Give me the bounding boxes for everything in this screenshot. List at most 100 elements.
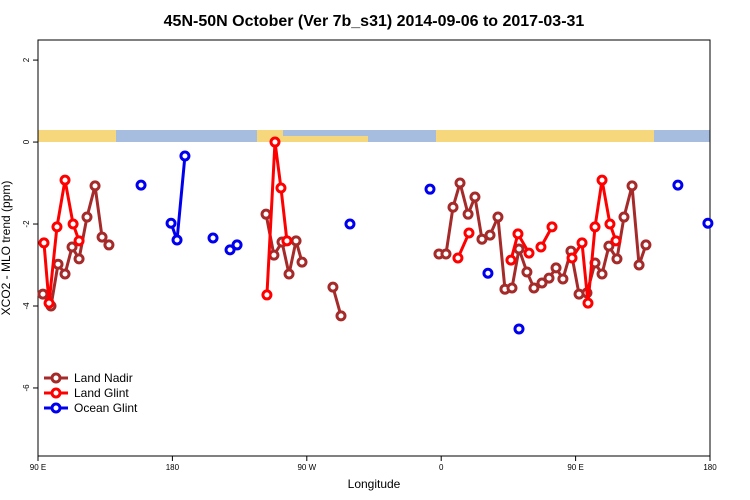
data-point <box>702 217 714 229</box>
data-point <box>38 237 50 249</box>
data-point <box>672 179 684 191</box>
data-point <box>610 235 622 247</box>
data-point <box>618 211 630 223</box>
x-axis-label: Longitude <box>348 477 401 491</box>
data-point <box>171 234 183 246</box>
data-point <box>576 237 588 249</box>
data-point <box>165 217 177 229</box>
data-point <box>327 281 339 293</box>
data-point <box>66 241 78 253</box>
data-point <box>59 268 71 280</box>
data-point <box>589 221 601 233</box>
land-strip <box>38 130 116 142</box>
data-point <box>557 273 569 285</box>
x-tick-label: 90 E <box>30 463 46 472</box>
data-point <box>512 228 524 240</box>
plot-frame <box>37 39 711 457</box>
land-band <box>38 130 710 142</box>
data-point <box>596 174 608 186</box>
data-point <box>207 232 219 244</box>
data-point <box>81 211 93 223</box>
data-point <box>283 268 295 280</box>
data-point <box>454 177 466 189</box>
x-tick-label: 90 W <box>297 463 316 472</box>
legend-label: Ocean Glint <box>74 401 138 415</box>
data-point <box>51 221 63 233</box>
data-point <box>452 252 464 264</box>
data-point <box>506 282 518 294</box>
data-point <box>604 218 616 230</box>
data-point <box>462 208 474 220</box>
data-point <box>633 259 645 271</box>
data-point <box>275 182 287 194</box>
data-point <box>52 258 64 270</box>
x-tick-label: 0 <box>439 463 444 472</box>
data-point <box>523 247 535 259</box>
data-point <box>335 310 347 322</box>
series-line <box>41 177 648 317</box>
y-axis-label: XCO2 - MLO trend (ppm) <box>0 181 13 316</box>
data-point <box>543 272 555 284</box>
data-point <box>469 191 481 203</box>
legend-marker <box>50 402 62 414</box>
data-point <box>89 180 101 192</box>
data-point <box>179 150 191 162</box>
data-point <box>261 289 273 301</box>
data-point <box>482 267 494 279</box>
data-point <box>582 297 594 309</box>
data-point <box>447 201 459 213</box>
y-tick-label: 0 <box>22 139 31 144</box>
data-point <box>492 211 504 223</box>
x-tick-label: 180 <box>703 463 717 472</box>
data-point <box>103 239 115 251</box>
data-point <box>73 253 85 265</box>
legend-marker <box>50 387 62 399</box>
data-point <box>546 221 558 233</box>
data-point <box>550 262 562 274</box>
data-point <box>290 235 302 247</box>
data-point <box>596 268 608 280</box>
y-tick-label: -2 <box>22 220 31 228</box>
y-tick-label: -4 <box>22 302 31 310</box>
data-point <box>528 282 540 294</box>
data-point <box>513 243 525 255</box>
data-point <box>505 254 517 266</box>
data-point <box>626 180 638 192</box>
data-point <box>536 277 548 289</box>
legend-label: Land Glint <box>74 386 129 400</box>
data-point <box>260 208 272 220</box>
land-strip <box>283 136 368 142</box>
data-point <box>521 266 533 278</box>
y-tick-label: -6 <box>22 384 31 392</box>
data-point <box>296 256 308 268</box>
x-tick-label: 90 E <box>567 463 583 472</box>
data-point <box>424 183 436 195</box>
legend-label: Land Nadir <box>74 371 133 385</box>
data-point <box>73 235 85 247</box>
legend-marker <box>50 372 62 384</box>
data-point <box>231 239 243 251</box>
data-point <box>463 227 475 239</box>
data-point <box>603 240 615 252</box>
land-strip <box>436 130 654 142</box>
y-tick-label: 2 <box>22 57 31 62</box>
data-point <box>566 252 578 264</box>
chart-title: 45N-50N October (Ver 7b_s31) 2014-09-06 … <box>164 13 585 30</box>
data-point <box>281 235 293 247</box>
data-point <box>611 253 623 265</box>
data-point <box>96 231 108 243</box>
data-point <box>269 136 281 148</box>
data-point <box>67 218 79 230</box>
data-point <box>484 229 496 241</box>
data-point <box>513 323 525 335</box>
data-point <box>43 297 55 309</box>
data-point <box>224 244 236 256</box>
data-point <box>640 239 652 251</box>
x-tick-label: 180 <box>166 463 180 472</box>
data-point <box>535 241 547 253</box>
data-point <box>37 288 49 300</box>
data-point <box>440 248 452 260</box>
data-point <box>135 179 147 191</box>
